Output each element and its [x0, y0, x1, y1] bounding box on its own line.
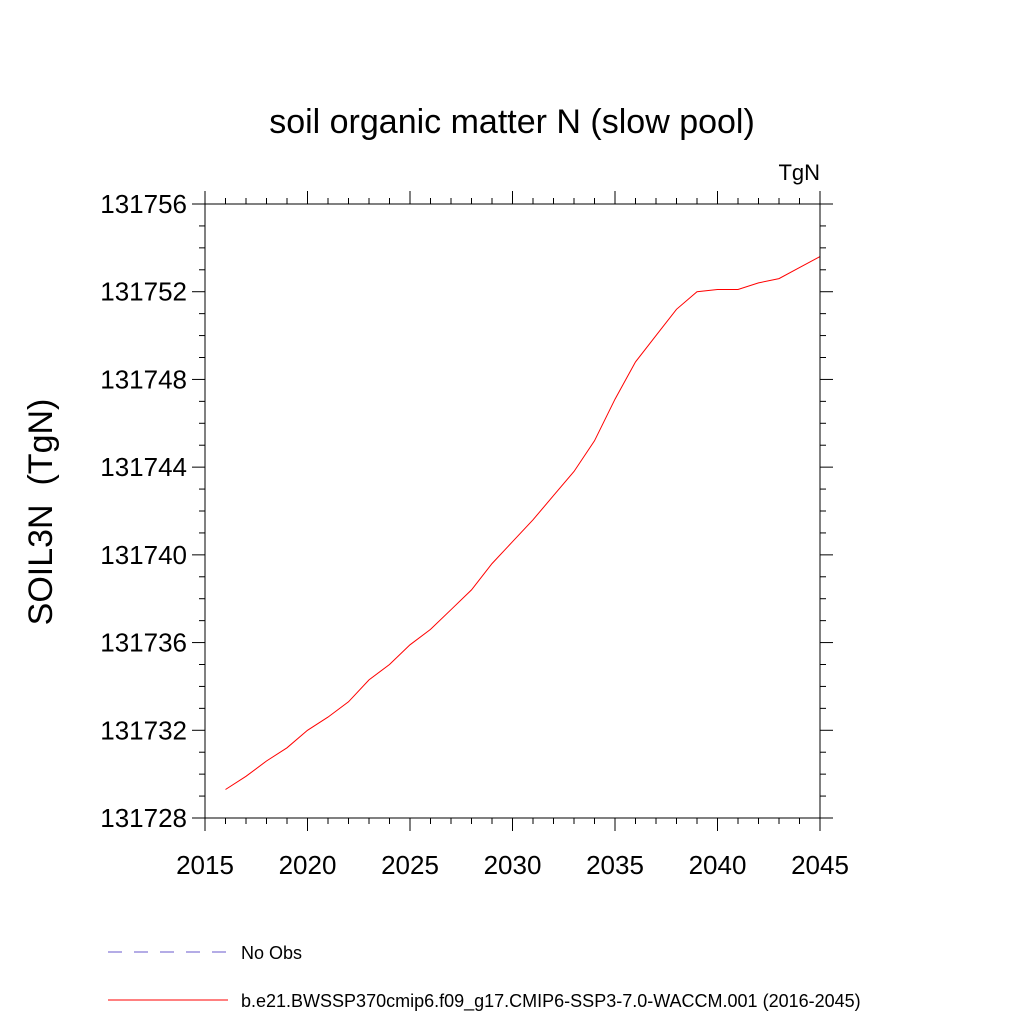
axis-ticks: 2015 2020 2025 2030 2035 2040 2045 131728 131732… — [100, 189, 849, 880]
y-tick-label: 131748 — [100, 364, 187, 394]
y-tick-label: 131744 — [100, 452, 187, 482]
legend-label-0: No Obs — [241, 943, 302, 963]
legend-label-1: b.e21.BWSSP370cmip6.f09_g17.CMIP6-SSP3-7… — [241, 991, 861, 1012]
plot-frame — [204, 203, 821, 819]
chart-title: soil organic matter N (slow pool) — [269, 103, 755, 141]
x-tick-label: 2025 — [381, 850, 439, 880]
x-tick-label: 2035 — [586, 850, 644, 880]
y-axis-label: SOIL3N (TgN) — [22, 399, 60, 626]
y-tick-label: 131752 — [100, 277, 187, 307]
y-tick-label: 131740 — [100, 540, 187, 570]
y-tick-label: 131732 — [100, 715, 187, 745]
legend: No Obs b.e21.BWSSP370cmip6.f09_g17.CMIP6-… — [108, 943, 861, 1012]
x-tick-label: 2030 — [484, 850, 542, 880]
x-tick-label: 2045 — [791, 850, 849, 880]
x-tick-label: 2015 — [176, 850, 234, 880]
y-tick-label: 131756 — [100, 189, 187, 219]
units-label: TgN — [778, 160, 820, 185]
y-tick-label: 131736 — [100, 628, 187, 658]
series-line-1 — [225, 256, 821, 790]
plot-area — [225, 256, 821, 790]
y-tick-label: 131728 — [100, 803, 187, 833]
x-tick-label: 2020 — [279, 850, 337, 880]
x-tick-label: 2040 — [689, 850, 747, 880]
